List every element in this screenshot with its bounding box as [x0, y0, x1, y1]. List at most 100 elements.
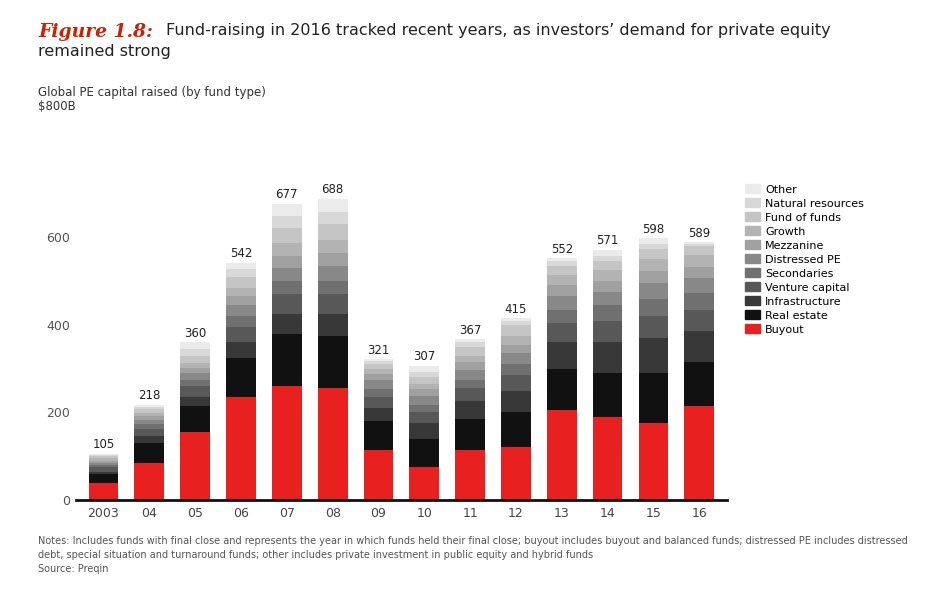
Bar	[317, 388, 348, 500]
Bar	[135, 420, 164, 424]
Bar	[364, 389, 393, 397]
Bar	[501, 390, 531, 413]
Bar	[226, 269, 256, 277]
Bar	[364, 408, 393, 421]
Bar	[455, 347, 485, 356]
Text: 415: 415	[504, 302, 527, 316]
Bar	[593, 270, 622, 281]
Bar	[226, 296, 256, 305]
Bar	[547, 368, 577, 410]
Bar	[501, 364, 531, 375]
Bar	[547, 322, 577, 342]
Bar	[455, 370, 485, 379]
Bar	[593, 261, 622, 270]
Bar	[317, 253, 348, 266]
Bar	[272, 256, 302, 268]
Text: 677: 677	[276, 188, 298, 201]
Bar	[593, 321, 622, 342]
Text: remained strong: remained strong	[38, 44, 171, 59]
Bar	[180, 432, 210, 500]
Text: Figure 1.8:: Figure 1.8:	[38, 23, 153, 41]
Bar	[409, 389, 439, 396]
Bar	[317, 266, 348, 281]
Bar	[135, 463, 164, 500]
Bar	[180, 362, 210, 368]
Bar	[180, 368, 210, 373]
Bar	[364, 421, 393, 450]
Bar	[638, 284, 668, 299]
Bar	[180, 397, 210, 406]
Text: 367: 367	[459, 324, 482, 337]
Bar	[226, 316, 256, 327]
Bar	[501, 336, 531, 345]
Bar	[180, 350, 210, 356]
Bar	[272, 386, 302, 500]
Bar	[272, 295, 302, 314]
Bar	[88, 456, 119, 458]
Bar	[409, 424, 439, 439]
Bar	[638, 424, 668, 500]
Bar	[180, 386, 210, 397]
Bar	[501, 353, 531, 364]
Bar	[501, 375, 531, 390]
Bar	[593, 292, 622, 305]
Bar	[364, 368, 393, 374]
Bar	[364, 364, 393, 368]
Bar	[501, 321, 531, 325]
Bar	[88, 461, 119, 463]
Bar	[317, 336, 348, 388]
Bar	[501, 345, 531, 353]
Bar	[684, 255, 714, 267]
Text: 321: 321	[368, 344, 390, 357]
Text: Source: Preqin: Source: Preqin	[38, 564, 108, 574]
Bar	[226, 288, 256, 296]
Text: Notes: Includes funds with final close and represents the year in which funds he: Notes: Includes funds with final close a…	[38, 536, 908, 547]
Bar	[455, 450, 485, 500]
Bar	[501, 447, 531, 500]
Bar	[272, 228, 302, 244]
Text: 307: 307	[413, 350, 435, 363]
Bar	[547, 410, 577, 500]
Bar	[88, 454, 119, 455]
Bar	[547, 296, 577, 310]
Bar	[684, 331, 714, 362]
Bar	[547, 258, 577, 261]
Bar	[88, 463, 119, 465]
Bar	[226, 327, 256, 342]
Bar	[135, 424, 164, 428]
Text: debt, special situation and turnaround funds; other includes private investment : debt, special situation and turnaround f…	[38, 550, 593, 560]
Bar	[135, 410, 164, 413]
Bar	[409, 372, 439, 378]
Bar	[638, 316, 668, 338]
Bar	[501, 318, 531, 321]
Bar	[88, 455, 119, 456]
Bar	[501, 325, 531, 336]
Bar	[409, 467, 439, 500]
Bar	[88, 465, 119, 467]
Bar	[547, 285, 577, 296]
Bar	[226, 342, 256, 358]
Text: 105: 105	[92, 438, 115, 451]
Bar	[684, 246, 714, 255]
Bar	[547, 342, 577, 368]
Bar	[226, 397, 256, 500]
Bar	[684, 242, 714, 244]
Bar	[593, 417, 622, 500]
Bar	[409, 384, 439, 389]
Bar	[135, 416, 164, 420]
Bar	[180, 373, 210, 379]
Bar	[226, 277, 256, 288]
Bar	[364, 381, 393, 389]
Text: Fund-raising in 2016 tracked recent years, as investors’ demand for private equi: Fund-raising in 2016 tracked recent year…	[166, 23, 831, 38]
Bar	[272, 334, 302, 386]
Text: 688: 688	[321, 183, 344, 196]
Bar	[272, 216, 302, 228]
Bar	[638, 271, 668, 284]
Bar	[272, 204, 302, 216]
Bar	[638, 244, 668, 249]
Bar	[180, 379, 210, 386]
Bar	[455, 379, 485, 388]
Bar	[135, 407, 164, 410]
Text: 218: 218	[138, 389, 161, 402]
Text: Global PE capital raised (by fund type): Global PE capital raised (by fund type)	[38, 86, 266, 99]
